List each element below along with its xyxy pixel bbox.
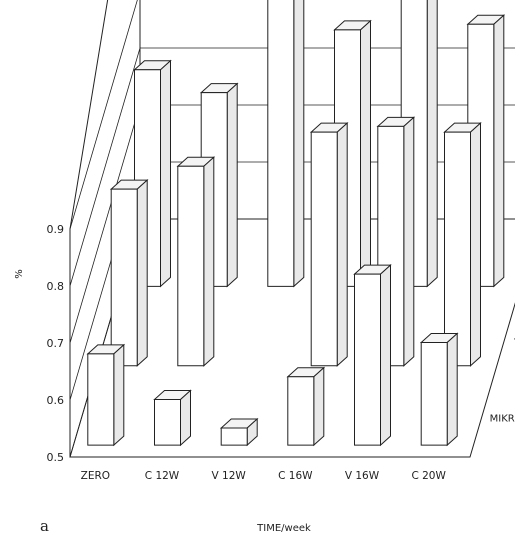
bar-mikrowave-c20w [419,332,459,447]
bar-side [336,121,348,367]
bar-side [403,116,415,367]
bar-side [136,178,148,367]
bar-front [267,0,295,287]
bar-side [313,366,325,447]
bar-side [226,82,238,288]
bar-side [446,332,458,447]
x-axis-title: TIME/week [256,523,311,534]
bar-side [293,0,305,288]
bar-mikrowave-c16w [286,366,326,447]
left-wall-top [69,0,109,230]
x-tick-label: V 16W [345,470,380,482]
bar-front [354,273,381,446]
bar-21c-c20w [443,121,482,367]
panel-label: a [40,517,49,535]
bar-21c-c12w [176,156,216,367]
bar-side [203,156,215,367]
bar-mikrowave-c12w [153,389,192,447]
y-tick-label: 0.6 [47,394,65,407]
bar-side [470,121,481,367]
bar-side [113,343,125,447]
depth-label: +21°C [513,334,515,345]
bar-mikrowave-v12w [219,417,259,447]
bar-front [220,427,248,446]
bar-front [420,342,448,446]
bar-side [493,14,505,288]
bar-side [160,59,171,288]
bar-4c-v12w [267,0,305,288]
bar-front [154,399,181,446]
y-axis-title: % [14,269,25,279]
y-tick-label: 0.5 [47,451,65,464]
bar-front [177,165,205,367]
x-tick-label: ZERO [81,470,110,482]
x-tick-label: C 20W [411,470,446,482]
bar-front [87,353,115,446]
x-tick-label: C 12W [145,470,180,482]
y-tick-label: 0.9 [47,223,65,236]
bar-side [180,389,191,447]
bar-21c-c16w [309,121,349,367]
bar-4c-v16w [400,0,438,288]
bar-side [380,263,391,447]
bar-mikrowave-zero [86,343,126,447]
bar-21c-zero [109,178,149,367]
bar-mikrowave-v16w [353,263,392,447]
x-tick-label: C 16W [278,470,313,482]
chart-bars [86,0,506,447]
bar-front [287,376,315,446]
y-tick-label: 0.8 [47,280,65,293]
bar-front [310,131,338,367]
bar-side [360,19,371,288]
x-tick-label: V 12W [212,470,247,482]
gridline-4 [69,0,138,230]
y-tick-label: 0.7 [47,337,65,350]
depth-label: MIKROWAVE [490,413,515,424]
bar-front [444,131,471,367]
bar-front [110,188,138,367]
bar-side [426,0,438,288]
chart-labels: 0.5 0.6 0.7 0.8 0.9 ZERO C 12W V 12W C 16W V 16W C… [47,223,515,482]
